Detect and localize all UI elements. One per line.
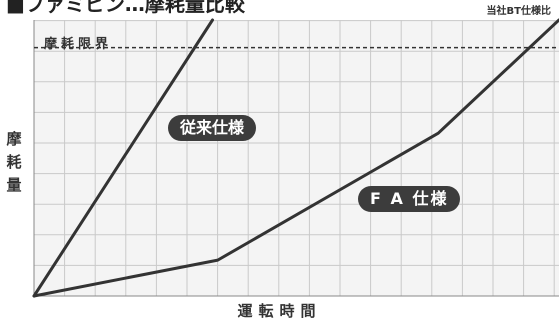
x-axis-label: 運転時間: [237, 302, 322, 320]
wear-limit-label: 摩耗限界: [44, 37, 113, 52]
series-line-conventional: [32, 18, 214, 298]
y-axis-label: 摩 耗 量: [6, 130, 22, 194]
comparison-note: 当社BT仕様比: [486, 6, 551, 17]
series-label-conventional: 従来仕様: [168, 115, 257, 141]
plot-background: [34, 20, 559, 296]
chart-title: ■ファミピン…摩耗量比較: [6, 0, 245, 16]
series-line-fa: [32, 18, 559, 298]
series-label-fa: F A 仕様: [358, 186, 461, 212]
